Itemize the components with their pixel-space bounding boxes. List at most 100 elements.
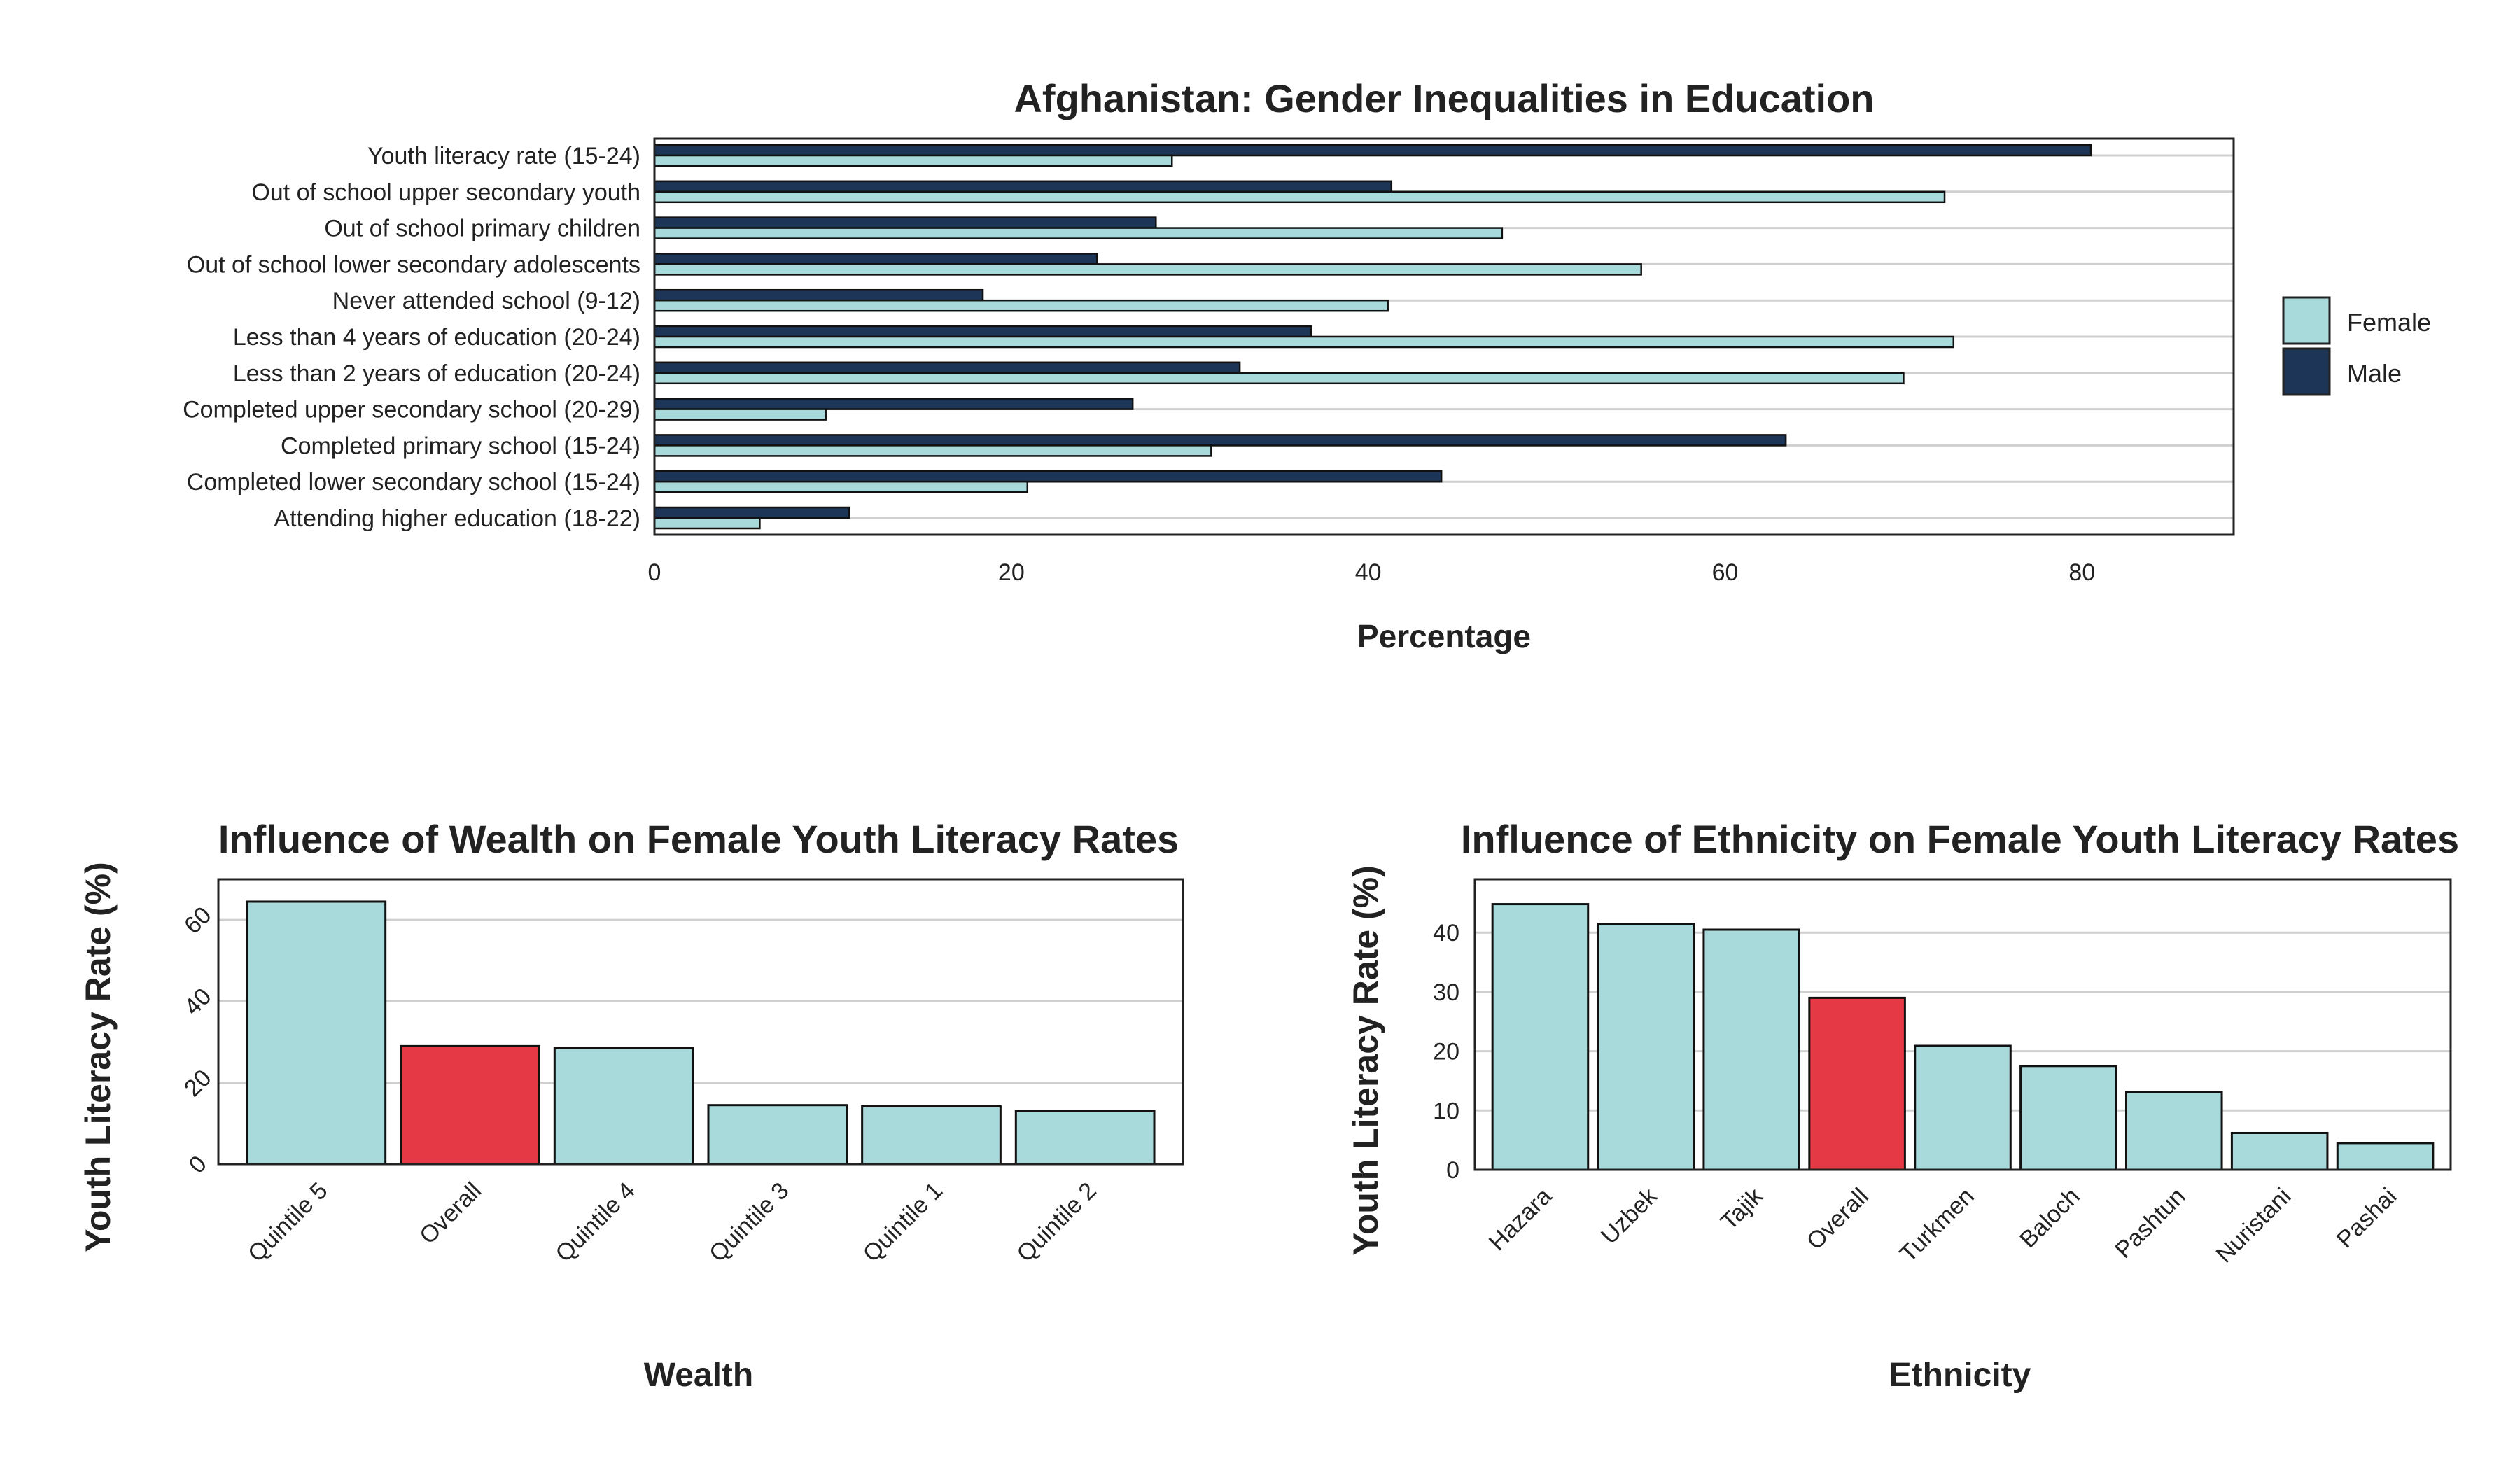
gender-chart-x-ticks: 0 20 40 60 80 <box>648 559 2096 586</box>
x-tick-quintile-4: Quintile 4 <box>550 1177 640 1267</box>
x-tick-0: 0 <box>648 559 662 586</box>
bar-female-less-than-2-years-of-education-20-24 <box>653 372 1905 385</box>
category-label-completed-lower-secondary-school-15-24: Completed lower secondary school (15-24) <box>187 469 640 496</box>
x-tick-80: 80 <box>2068 559 2095 586</box>
ethnicity-chart-x-axis-title: Ethnicity <box>1889 1357 2031 1394</box>
y-tick-20: 20 <box>179 1065 217 1102</box>
y-tick-20: 20 <box>1433 1039 1460 1065</box>
x-tick-pashai: Pashai <box>2332 1183 2402 1253</box>
y-tick-30: 30 <box>1433 979 1460 1006</box>
x-tick-tajik: Tajik <box>1716 1182 1769 1236</box>
x-tick-quintile-2: Quintile 2 <box>1011 1177 1101 1267</box>
x-tick-baloch: Baloch <box>2015 1183 2085 1253</box>
wealth-chart-y-ticks: 0 20 40 60 <box>179 902 217 1179</box>
bar-pashtun <box>2125 1091 2223 1171</box>
x-tick-pashtun: Pashtun <box>2110 1183 2190 1264</box>
bar-turkmen <box>1914 1044 2012 1171</box>
bar-hazara <box>1491 903 1590 1171</box>
x-tick-overall: Overall <box>414 1177 486 1250</box>
bar-male-completed-upper-secondary-school-20-29 <box>653 398 1134 410</box>
bar-baloch <box>2019 1065 2118 1171</box>
bar-female-less-than-4-years-of-education-20-24 <box>653 335 1955 349</box>
bar-male-completed-primary-school-15-24 <box>653 434 1787 447</box>
y-tick-0: 0 <box>1446 1157 1460 1184</box>
category-label-less-than-2-years-of-education-20-24: Less than 2 years of education (20-24) <box>233 360 640 387</box>
x-tick-60: 60 <box>1712 559 1739 586</box>
ethnicity-chart-panel-border <box>1474 878 2452 1171</box>
x-tick-overall: Overall <box>1802 1183 1874 1255</box>
x-tick-turkmen: Turkmen <box>1895 1183 1980 1268</box>
category-label-out-of-school-lower-secondary-adolescents: Out of school lower secondary adolescent… <box>187 251 640 278</box>
x-tick-hazara: Hazara <box>1484 1183 1557 1256</box>
wealth-chart-x-ticks: Quintile 5 Overall Quintile 4 Quintile 3 Qui… <box>243 1177 1102 1267</box>
category-label-out-of-school-primary-children: Out of school primary children <box>324 216 640 242</box>
category-label-attending-higher-education-18-22: Attending higher education (18-22) <box>274 505 640 532</box>
wealth-literacy-chart: Influence of Wealth on Female Youth Lite… <box>78 817 1184 1394</box>
gender-chart-bars <box>653 144 2092 530</box>
y-tick-60: 60 <box>179 902 217 939</box>
bar-male-out-of-school-primary-children <box>653 216 1157 229</box>
gender-chart-legend: Female Male <box>2282 296 2431 396</box>
category-label-out-of-school-upper-secondary-youth: Out of school upper secondary youth <box>251 179 640 206</box>
bar-nuristani <box>2230 1131 2329 1171</box>
x-tick-nuristani: Nuristani <box>2211 1183 2297 1268</box>
category-label-completed-primary-school-15-24: Completed primary school (15-24) <box>281 433 640 459</box>
bar-female-youth-literacy-rate-15-24 <box>653 154 1173 167</box>
bar-overall <box>400 1044 540 1166</box>
gender-chart-title: Afghanistan: Gender Inequalities in Educ… <box>1014 76 1874 120</box>
gender-inequality-chart: Afghanistan: Gender Inequalities in Educ… <box>183 76 2431 654</box>
bar-male-never-attended-school-9-12 <box>653 288 984 302</box>
bar-female-completed-lower-secondary-school-15-24 <box>653 480 1029 493</box>
bar-overall <box>1808 996 1906 1171</box>
bar-quintile-5 <box>246 900 387 1166</box>
y-tick-40: 40 <box>1433 920 1460 946</box>
wealth-chart-bars <box>246 900 1156 1166</box>
legend-swatch-female <box>2282 296 2331 345</box>
bar-male-less-than-4-years-of-education-20-24 <box>653 325 1312 338</box>
category-label-less-than-4-years-of-education-20-24: Less than 4 years of education (20-24) <box>233 324 640 351</box>
y-tick-10: 10 <box>1433 1098 1460 1124</box>
bar-male-attending-higher-education-18-22 <box>653 506 850 519</box>
bar-quintile-1 <box>861 1105 1002 1166</box>
bar-male-out-of-school-upper-secondary-youth <box>653 180 1393 193</box>
bar-female-out-of-school-lower-secondary-adolescents <box>653 263 1642 276</box>
legend-swatch-male <box>2282 347 2331 396</box>
x-tick-uzbek: Uzbek <box>1596 1182 1663 1250</box>
bar-female-completed-upper-secondary-school-20-29 <box>653 408 827 421</box>
x-tick-20: 20 <box>998 559 1025 586</box>
ethnicity-chart-y-ticks: 0 10 20 30 40 <box>1433 920 1460 1184</box>
bar-quintile-4 <box>553 1046 694 1166</box>
wealth-chart-x-axis-title: Wealth <box>644 1357 753 1394</box>
legend-label-male: Male <box>2347 359 2402 388</box>
ethnicity-chart-x-ticks: Hazara Uzbek Tajik Overall Turkmen Baloch Pash… <box>1484 1182 2402 1268</box>
bar-female-out-of-school-upper-secondary-youth <box>653 190 1946 204</box>
x-tick-quintile-3: Quintile 3 <box>704 1177 794 1267</box>
category-label-never-attended-school-9-12: Never attended school (9-12) <box>332 288 640 314</box>
gender-chart-category-labels: Youth literacy rate (15-24) Out of school… <box>183 143 640 532</box>
wealth-chart-y-axis-title: Youth Literacy Rate (%) <box>78 862 118 1252</box>
bar-male-out-of-school-lower-secondary-adolescents <box>653 253 1098 265</box>
bar-female-never-attended-school-9-12 <box>653 299 1389 312</box>
bar-pashai <box>2336 1142 2435 1171</box>
bar-female-completed-primary-school-15-24 <box>653 444 1212 457</box>
y-tick-0: 0 <box>184 1151 212 1179</box>
bar-uzbek <box>1597 923 1695 1171</box>
ethnicity-chart-title: Influence of Ethnicity on Female Youth L… <box>1461 817 2459 861</box>
ethnicity-chart-y-axis-title: Youth Literacy Rate (%) <box>1346 865 1385 1256</box>
bar-male-completed-lower-secondary-school-15-24 <box>653 470 1443 483</box>
bar-male-youth-literacy-rate-15-24 <box>653 144 2092 157</box>
bar-quintile-2 <box>1014 1110 1156 1166</box>
category-label-completed-upper-secondary-school-20-29: Completed upper secondary school (20-29) <box>183 397 640 424</box>
wealth-chart-title: Influence of Wealth on Female Youth Lite… <box>218 817 1179 861</box>
x-tick-40: 40 <box>1355 559 1382 586</box>
ethnicity-chart-bars <box>1491 903 2435 1171</box>
x-tick-quintile-1: Quintile 1 <box>858 1177 948 1267</box>
ethnicity-literacy-chart: Influence of Ethnicity on Female Youth L… <box>1346 817 2459 1394</box>
bar-female-attending-higher-education-18-22 <box>653 517 761 530</box>
gender-chart-panel-border <box>653 137 2235 536</box>
bar-male-less-than-2-years-of-education-20-24 <box>653 361 1241 374</box>
bar-tajik <box>1702 928 1800 1171</box>
category-label-youth-literacy-rate-15-24: Youth literacy rate (15-24) <box>368 143 640 169</box>
wealth-chart-panel-border <box>217 878 1184 1166</box>
